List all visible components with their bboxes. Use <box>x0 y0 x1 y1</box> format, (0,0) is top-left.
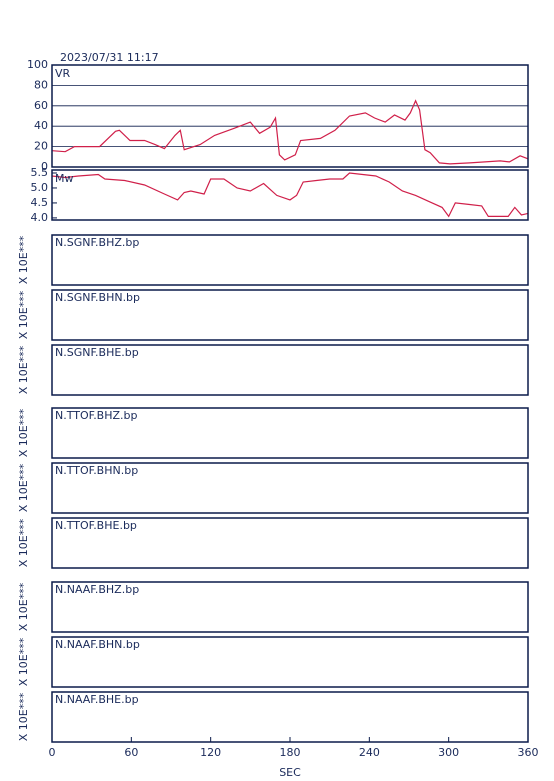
panel-frame <box>51 169 529 221</box>
scale-label: X 10E*** <box>17 692 30 741</box>
trace-label: N.NAAF.BHN.bp <box>55 638 140 651</box>
scale-label: X 10E*** <box>17 408 30 457</box>
y-tick-label: 5.5 <box>31 166 49 179</box>
data-line <box>51 99 529 165</box>
trace-frame <box>51 234 529 286</box>
panel-frame <box>51 64 529 168</box>
trace-frame <box>51 636 529 688</box>
panel-label: VR <box>55 67 71 80</box>
trace-frame <box>51 344 529 396</box>
x-tick-label: 60 <box>124 746 138 759</box>
trace-frame <box>51 462 529 514</box>
x-tick-label: 0 <box>49 746 56 759</box>
scale-label: X 10E*** <box>17 582 30 631</box>
y-tick-label: 100 <box>27 58 48 71</box>
panel-label: Mw <box>55 172 74 185</box>
x-tick-label: 360 <box>518 746 539 759</box>
x-axis-label: SEC <box>279 766 301 779</box>
trace-frame <box>51 581 529 633</box>
scale-label: X 10E*** <box>17 345 30 394</box>
y-tick-label: 80 <box>34 78 48 91</box>
title: 2023/07/31 11:17 <box>60 51 159 64</box>
scale-label: X 10E*** <box>17 518 30 567</box>
trace-label: N.SGNF.BHZ.bp <box>55 236 139 249</box>
y-tick-label: 4.0 <box>31 211 49 224</box>
y-tick-label: 20 <box>34 140 48 153</box>
trace-label: N.NAAF.BHE.bp <box>55 693 139 706</box>
x-tick-label: 240 <box>359 746 380 759</box>
trace-label: N.TTOF.BHZ.bp <box>55 409 138 422</box>
y-tick-label: 0 <box>41 160 48 173</box>
scale-label: X 10E*** <box>17 463 30 512</box>
x-tick-label: 120 <box>200 746 221 759</box>
x-tick-label: 180 <box>280 746 301 759</box>
trace-frame <box>51 517 529 569</box>
y-tick-label: 5.0 <box>31 181 49 194</box>
x-tick-label: 300 <box>438 746 459 759</box>
y-tick-label: 60 <box>34 99 48 112</box>
y-tick-label: 4.5 <box>31 196 49 209</box>
trace-label: N.SGNF.BHE.bp <box>55 346 139 359</box>
scale-label: X 10E*** <box>17 637 30 686</box>
scale-label: X 10E*** <box>17 235 30 284</box>
trace-label: N.TTOF.BHN.bp <box>55 464 138 477</box>
trace-frame <box>51 407 529 459</box>
trace-label: N.TTOF.BHE.bp <box>55 519 137 532</box>
data-line <box>51 172 529 218</box>
trace-label: N.NAAF.BHZ.bp <box>55 583 139 596</box>
trace-label: N.SGNF.BHN.bp <box>55 291 140 304</box>
trace-frame <box>51 289 529 341</box>
y-tick-label: 40 <box>34 119 48 132</box>
scale-label: X 10E*** <box>17 290 30 339</box>
